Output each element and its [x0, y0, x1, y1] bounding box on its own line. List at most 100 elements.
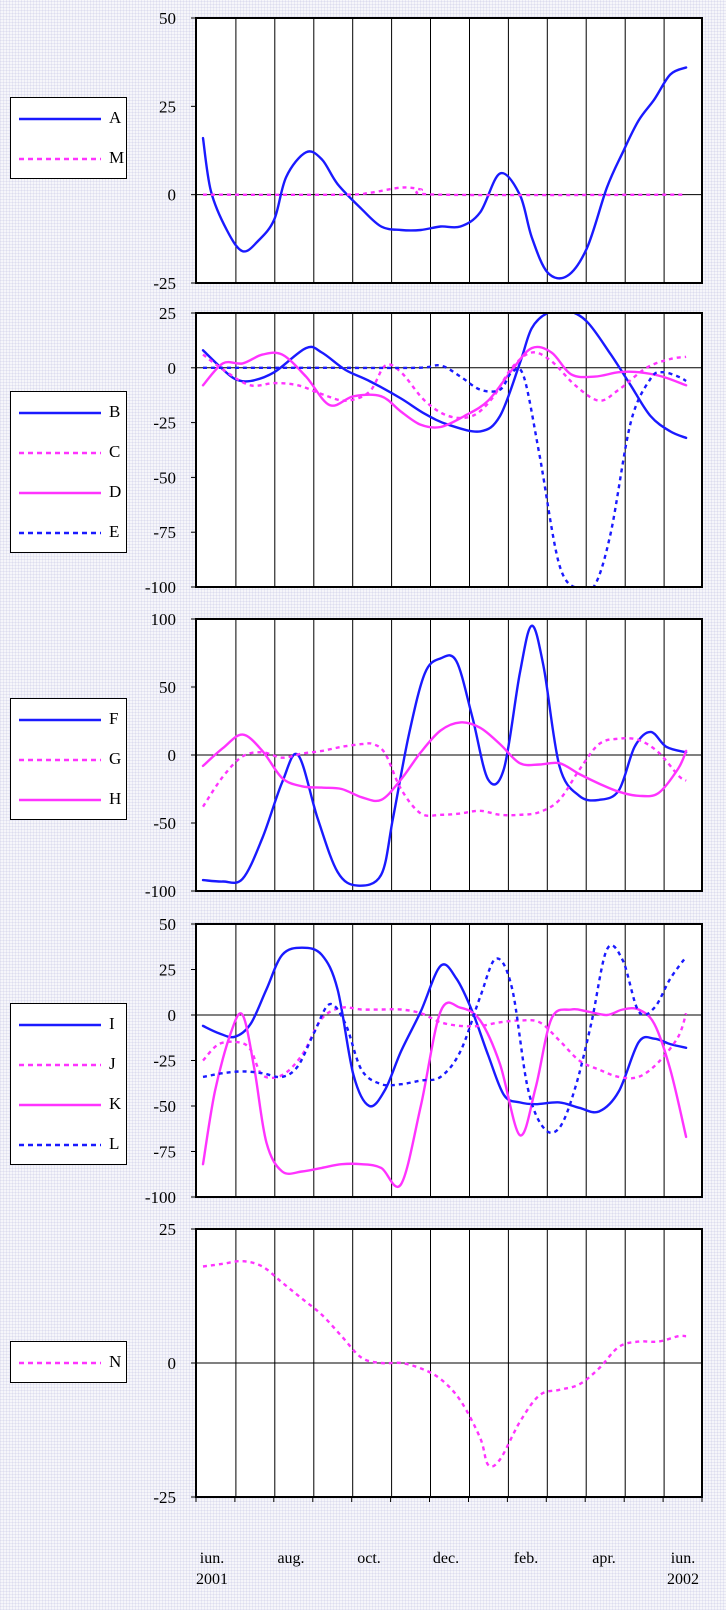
x-tick-label-apr: apr.	[592, 1550, 616, 1567]
plot-frame	[195, 312, 703, 588]
legend-swatch-j	[19, 1063, 101, 1067]
legend-swatch-h	[19, 798, 101, 802]
legend-item-i: I	[11, 1004, 126, 1044]
series-group	[201, 624, 688, 887]
series-line-j	[202, 1006, 688, 1080]
legend-swatch-d	[19, 491, 101, 495]
legend-label-c: C	[109, 442, 121, 461]
series-line-b	[201, 313, 688, 440]
x-tick-label-dec: dec.	[432, 1550, 460, 1567]
legend-label-k: K	[109, 1094, 122, 1113]
legend-label-e: E	[109, 522, 120, 541]
legend-swatch-k	[19, 1103, 101, 1107]
legend-item-e: E	[11, 512, 126, 552]
legend-item-d: D	[11, 472, 126, 512]
x-tick-label-aug: aug.	[277, 1550, 305, 1567]
legend-item-b: B	[11, 392, 126, 432]
series-line-k	[201, 1001, 688, 1188]
legend-item-g: G	[11, 739, 126, 779]
x-tick-label-jun-2002: iun. 2002	[667, 1550, 699, 1588]
series-line-e	[203, 364, 687, 587]
y-tick-label: -75	[153, 523, 176, 542]
y-tick-label: 50	[159, 915, 176, 934]
series-line-m	[202, 186, 687, 197]
chart-panel-3: -100 -50 0 50 100	[145, 610, 703, 901]
legend-swatch-n	[19, 1361, 101, 1365]
legend-item-j: J	[11, 1044, 126, 1084]
legend-swatch-a	[19, 117, 101, 121]
x-tick-label-feb: feb.	[513, 1550, 539, 1567]
y-tick-label: -25	[153, 1488, 176, 1507]
y-tick-label: -50	[153, 1097, 176, 1116]
legend-swatch-f	[19, 718, 101, 722]
series-group	[201, 66, 688, 280]
plot-area	[196, 18, 702, 283]
legend-item-n: N	[11, 1342, 126, 1382]
legend-swatch-i	[19, 1023, 101, 1027]
series-line-c	[202, 351, 687, 420]
plot-area	[196, 313, 702, 587]
y-tick-label: -75	[153, 1143, 176, 1162]
y-tick-label: 25	[159, 97, 176, 116]
legend-swatch-c	[19, 451, 101, 455]
series-line-d	[201, 345, 688, 429]
y-tick-label: -25	[153, 274, 176, 293]
legend-item-c: C	[11, 432, 126, 472]
legend-swatch-l	[19, 1143, 101, 1147]
legend-label-g: G	[109, 749, 122, 768]
legend-label-m: M	[109, 148, 125, 167]
legend-label-b: B	[109, 402, 121, 421]
series-group	[201, 313, 688, 587]
legend-swatch-g	[19, 758, 101, 762]
x-tick-label-oct: oct.	[357, 1550, 381, 1567]
y-tick-label: -50	[153, 468, 176, 487]
series-group	[201, 944, 688, 1188]
legend-chart-1: A M	[10, 97, 127, 179]
legend-swatch-e	[19, 531, 101, 535]
legend-item-a: A	[11, 98, 126, 138]
legend-label-a: A	[109, 108, 122, 127]
chart-panel-4: -100 -75 -50 -25 0 25 50	[145, 915, 703, 1207]
legend-item-k: K	[11, 1084, 126, 1124]
series-line-h	[201, 721, 688, 803]
y-tick-label: 0	[168, 359, 177, 378]
y-tick-label: -100	[145, 882, 176, 901]
legend-label-f: F	[109, 709, 119, 728]
chart-panel-1: -25 0 25 50	[153, 9, 703, 293]
legend-label-l: L	[109, 1134, 120, 1153]
y-tick-label: -50	[153, 814, 176, 833]
y-tick-label: 0	[168, 746, 177, 765]
legend-item-f: F	[11, 699, 126, 739]
plot-frame	[195, 17, 703, 284]
y-tick-label: 100	[151, 610, 177, 629]
legend-chart-5: N	[10, 1341, 127, 1383]
legend-item-h: H	[11, 779, 126, 819]
chart-panel-2: -100 -75 -50 -25 0 25	[145, 304, 703, 597]
y-tick-label: -100	[145, 1188, 176, 1207]
series-line-i	[201, 946, 688, 1114]
legend-item-l: L	[11, 1124, 126, 1164]
y-tick-label: -100	[145, 578, 176, 597]
legend-label-i: I	[109, 1014, 115, 1033]
y-tick-label: 50	[159, 678, 176, 697]
y-tick-label: 25	[159, 304, 176, 323]
legend-label-d: D	[109, 482, 122, 501]
x-tick-label-jun-2001: iun. 2001	[196, 1550, 228, 1588]
legend-item-m: M	[11, 138, 126, 178]
legend-label-h: H	[109, 789, 122, 808]
legend-chart-3: F G H	[10, 698, 127, 820]
y-tick-label: 0	[168, 186, 177, 205]
y-tick-label: 25	[159, 961, 176, 980]
y-tick-label: 0	[168, 1354, 177, 1373]
series-line-a	[201, 66, 688, 280]
y-tick-label: 0	[168, 1006, 177, 1025]
legend-label-j: J	[109, 1054, 116, 1073]
legend-label-n: N	[109, 1352, 122, 1371]
y-tick-label: -25	[153, 414, 176, 433]
legend-chart-2: B C D E	[10, 391, 127, 553]
chart-panel-5: -25 0 25	[153, 1220, 703, 1507]
legend-swatch-m	[19, 157, 101, 161]
legend-chart-4: I J K L	[10, 1003, 127, 1165]
y-tick-label: -25	[153, 1052, 176, 1071]
